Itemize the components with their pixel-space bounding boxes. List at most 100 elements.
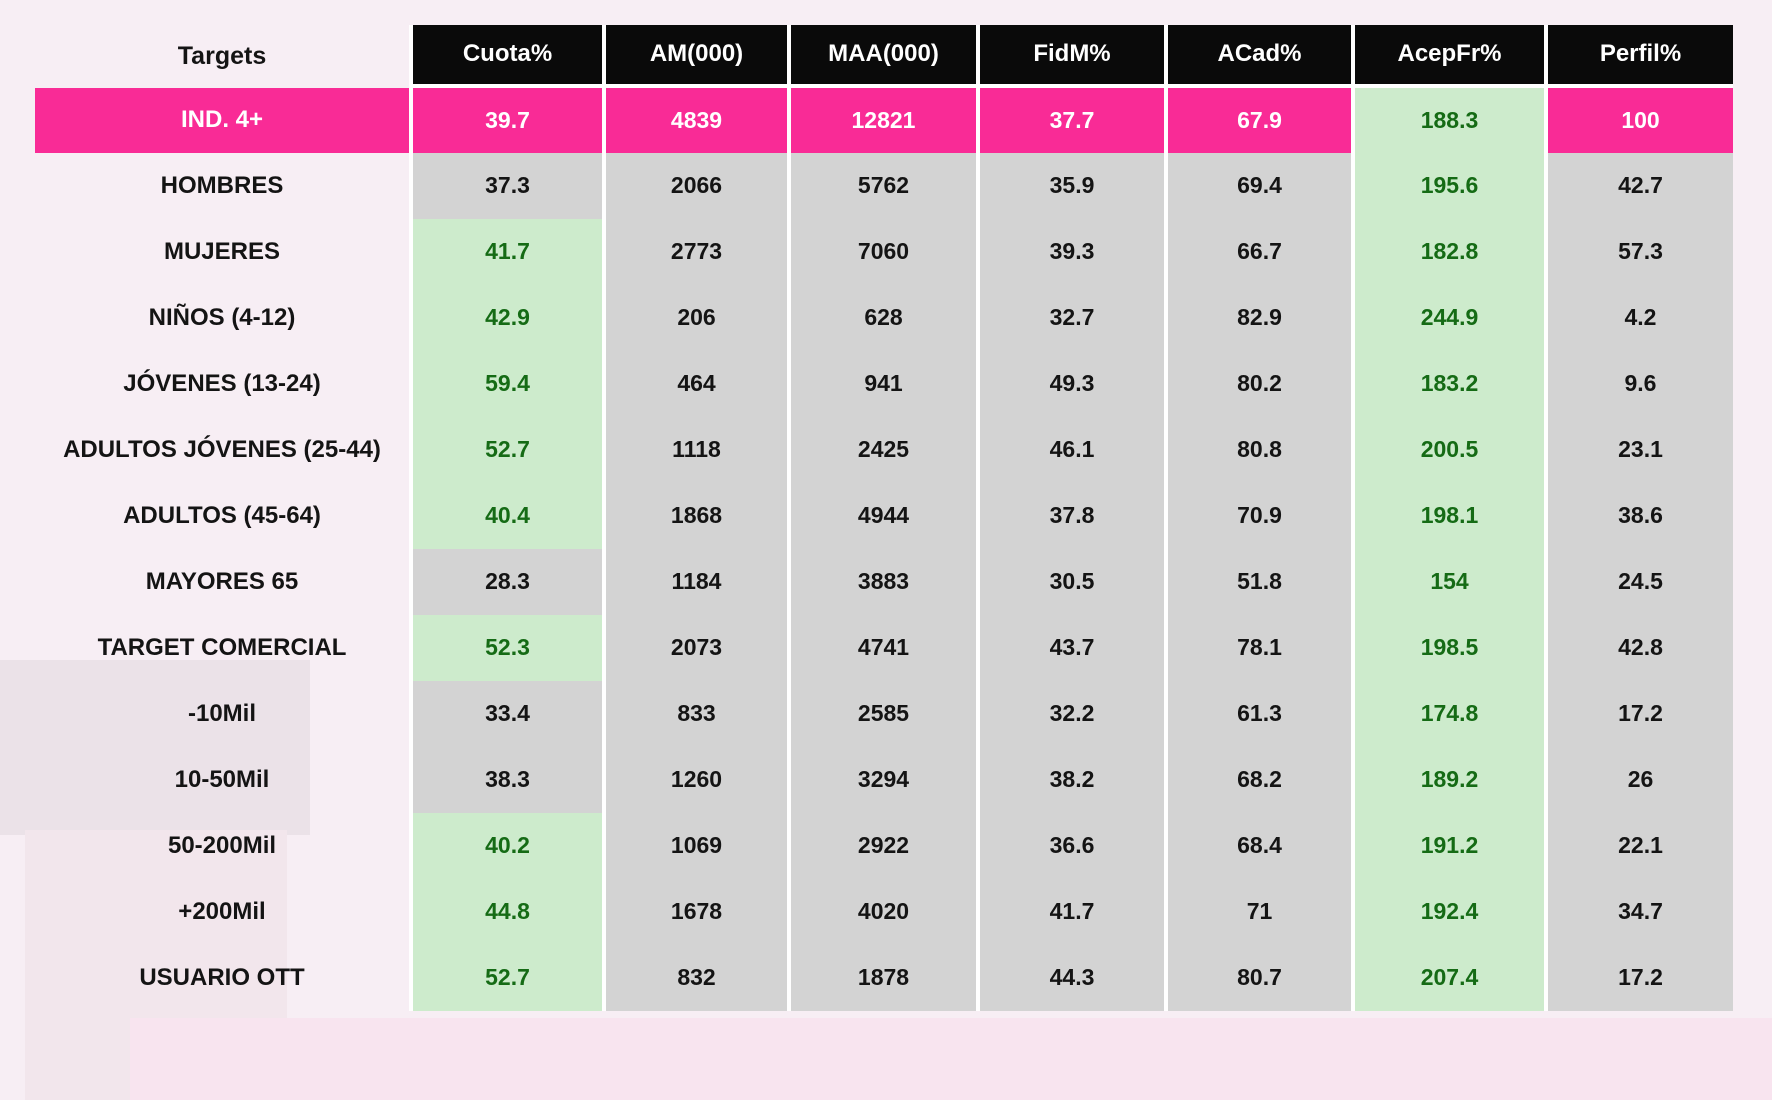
table-cell: 833 xyxy=(602,681,787,747)
table-cell: 59.4 xyxy=(409,351,602,417)
row-label: ADULTOS JÓVENES (25-44) xyxy=(63,435,381,463)
table-cell: 52.3 xyxy=(409,615,602,681)
table-cell: 46.1 xyxy=(976,417,1164,483)
table-cell: 37.8 xyxy=(976,483,1164,549)
table-cell: 832 xyxy=(602,945,787,1011)
row-label: JÓVENES (13-24) xyxy=(123,369,321,397)
column-header-fidm: FidM% xyxy=(976,25,1164,88)
table-cell: 4741 xyxy=(787,615,976,681)
table-cell: 24.5 xyxy=(1544,549,1733,615)
table-cell: 174.8 xyxy=(1351,681,1544,747)
table-cell: 2066 xyxy=(602,153,787,219)
table-cell: 7060 xyxy=(787,219,976,285)
table-cell: 49.3 xyxy=(976,351,1164,417)
table-cell: 941 xyxy=(787,351,976,417)
row-label: USUARIO OTT xyxy=(139,963,305,991)
column-header-cuota: Cuota% xyxy=(409,25,602,88)
table-cell: 80.2 xyxy=(1164,351,1351,417)
table-cell: 26 xyxy=(1544,747,1733,813)
table-cell: 80.7 xyxy=(1164,945,1351,1011)
table-cell: 4020 xyxy=(787,879,976,945)
table-cell: 80.8 xyxy=(1164,417,1351,483)
table-cell: 4839 xyxy=(602,88,787,153)
table-cell: 182.8 xyxy=(1351,219,1544,285)
table-cell: 52.7 xyxy=(409,417,602,483)
table-cell: 52.7 xyxy=(409,945,602,1011)
table-cell: 38.3 xyxy=(409,747,602,813)
table-cell: 39.7 xyxy=(409,88,602,153)
table-cell: 2922 xyxy=(787,813,976,879)
table-cell: 2585 xyxy=(787,681,976,747)
table-cell: 38.2 xyxy=(976,747,1164,813)
table-cell: 57.3 xyxy=(1544,219,1733,285)
table-cell: 41.7 xyxy=(409,219,602,285)
table-cell: 34.7 xyxy=(1544,879,1733,945)
table-cell: 78.1 xyxy=(1164,615,1351,681)
table-cell: 40.4 xyxy=(409,483,602,549)
column-header-maa: MAA(000) xyxy=(787,25,976,88)
row-label: MAYORES 65 xyxy=(145,567,299,595)
row-label: +200Mil xyxy=(178,897,266,925)
table-cell: 71 xyxy=(1164,879,1351,945)
table-cell: 2773 xyxy=(602,219,787,285)
table-cell: 33.4 xyxy=(409,681,602,747)
table-cell: 628 xyxy=(787,285,976,351)
table-cell: 61.3 xyxy=(1164,681,1351,747)
table-cell: 206 xyxy=(602,285,787,351)
table-cell: 66.7 xyxy=(1164,219,1351,285)
table-cell: 1184 xyxy=(602,549,787,615)
table-cell: 192.4 xyxy=(1351,879,1544,945)
table-cell: 9.6 xyxy=(1544,351,1733,417)
table-cell: 183.2 xyxy=(1351,351,1544,417)
column-header-am: AM(000) xyxy=(602,25,787,88)
table-cell: 82.9 xyxy=(1164,285,1351,351)
row-label: MUJERES xyxy=(163,237,281,265)
table-cell: 5762 xyxy=(787,153,976,219)
table-cell: 43.7 xyxy=(976,615,1164,681)
table-cell: 464 xyxy=(602,351,787,417)
table-cell: 100 xyxy=(1544,88,1733,153)
table-cell: 42.8 xyxy=(1544,615,1733,681)
column-header-acepfr: AcepFr% xyxy=(1351,25,1544,88)
column-header-perfil: Perfil% xyxy=(1544,25,1733,88)
table-cell: 1878 xyxy=(787,945,976,1011)
table-cell: 37.3 xyxy=(409,153,602,219)
table-cell: 41.7 xyxy=(976,879,1164,945)
row-label: 50-200Mil xyxy=(167,831,277,859)
table-cell: 51.8 xyxy=(1164,549,1351,615)
table-cell: 44.8 xyxy=(409,879,602,945)
table-cell: 207.4 xyxy=(1351,945,1544,1011)
row-label: 10-50Mil xyxy=(174,765,270,793)
table-cell: 1069 xyxy=(602,813,787,879)
audience-table: Targets Cuota% AM(000) MAA(000) FidM% AC… xyxy=(35,25,1733,1011)
table-cell: 198.5 xyxy=(1351,615,1544,681)
table-cell: 1260 xyxy=(602,747,787,813)
table-cell: 38.6 xyxy=(1544,483,1733,549)
background-shade-left xyxy=(0,660,310,835)
table-cell: 191.2 xyxy=(1351,813,1544,879)
table-cell: 42.7 xyxy=(1544,153,1733,219)
column-header-acad: ACad% xyxy=(1164,25,1351,88)
table-cell: 1868 xyxy=(602,483,787,549)
table-cell: 28.3 xyxy=(409,549,602,615)
row-label: ADULTOS (45-64) xyxy=(123,501,321,529)
row-label: TARGET COMERCIAL xyxy=(97,633,347,661)
row-label: -10Mil xyxy=(187,699,256,727)
table-cell: 39.3 xyxy=(976,219,1164,285)
table-cell: 1118 xyxy=(602,417,787,483)
table-cell: 2425 xyxy=(787,417,976,483)
table-cell: 154 xyxy=(1351,549,1544,615)
table-cell: 3294 xyxy=(787,747,976,813)
table-cell: 189.2 xyxy=(1351,747,1544,813)
row-label: IND. 4+ xyxy=(35,88,409,153)
row-label: NIÑOS (4-12) xyxy=(148,303,296,331)
table-cell: 244.9 xyxy=(1351,285,1544,351)
table-cell: 22.1 xyxy=(1544,813,1733,879)
table-cell: 195.6 xyxy=(1351,153,1544,219)
table-cell: 32.2 xyxy=(976,681,1164,747)
table-cell: 40.2 xyxy=(409,813,602,879)
column-header-targets: Targets xyxy=(177,41,267,70)
table-cell: 68.2 xyxy=(1164,747,1351,813)
background-shade-bottom xyxy=(130,1018,1772,1100)
